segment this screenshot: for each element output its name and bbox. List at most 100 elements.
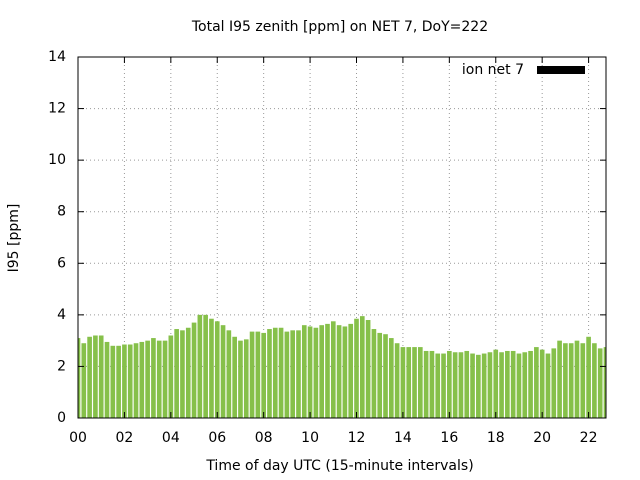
- y-tick-label: 12: [48, 101, 66, 117]
- bar: [185, 327, 191, 418]
- bar: [510, 350, 516, 418]
- bar: [249, 331, 255, 418]
- bar: [441, 353, 446, 418]
- bar: [435, 353, 441, 418]
- chart-title: Total I95 zenith [ppm] on NET 7, DoY=222: [191, 19, 488, 35]
- bar: [499, 352, 504, 418]
- bar: [133, 343, 139, 418]
- bar: [139, 341, 145, 418]
- bar: [301, 325, 307, 418]
- bar: [545, 353, 551, 418]
- bar: [174, 329, 179, 418]
- bar: [162, 340, 168, 418]
- bar: [203, 314, 208, 418]
- bar: [574, 340, 580, 418]
- bar: [307, 326, 313, 418]
- bar: [122, 344, 127, 418]
- bar: [522, 352, 528, 418]
- bar: [418, 347, 423, 418]
- bar: [383, 334, 388, 418]
- y-axis-label: I95 [ppm]: [6, 204, 22, 273]
- x-tick-label: 20: [533, 430, 551, 446]
- bar: [243, 339, 249, 418]
- bar: [127, 344, 133, 418]
- x-tick-label: 14: [394, 430, 412, 446]
- bar: [423, 350, 429, 418]
- x-tick-label: 06: [208, 430, 226, 446]
- bar: [377, 332, 383, 418]
- bar: [568, 343, 574, 418]
- bar: [116, 345, 121, 418]
- bar: [226, 330, 232, 418]
- bar: [342, 326, 348, 418]
- bar: [528, 350, 533, 418]
- bar: [539, 349, 545, 418]
- bar: [284, 331, 290, 418]
- x-tick-label: 00: [69, 430, 87, 446]
- bar: [505, 350, 510, 418]
- bar: [325, 323, 330, 418]
- legend-label: ion net 7: [462, 62, 524, 78]
- bar: [156, 340, 162, 418]
- bar: [180, 330, 185, 418]
- bar: [313, 327, 319, 418]
- bar: [93, 335, 98, 418]
- bar: [447, 350, 452, 418]
- bar: [458, 352, 464, 418]
- bar: [110, 345, 116, 418]
- legend-swatch: [537, 66, 585, 74]
- bar: [394, 343, 400, 418]
- bar: [151, 338, 156, 418]
- bar: [168, 335, 174, 418]
- bar: [359, 316, 365, 418]
- y-tick-label: 6: [57, 255, 66, 271]
- bar: [400, 347, 406, 418]
- bar: [87, 336, 92, 418]
- bar: [534, 347, 539, 418]
- bar: [197, 314, 203, 418]
- x-tick-label: 04: [162, 430, 180, 446]
- bar: [296, 330, 301, 418]
- bar: [429, 350, 435, 418]
- y-tick-label: 14: [48, 49, 66, 65]
- x-tick-label: 10: [301, 430, 319, 446]
- x-tick-label: 16: [440, 430, 458, 446]
- bar: [220, 325, 226, 418]
- bar: [603, 347, 606, 418]
- y-tick-label: 2: [57, 358, 66, 374]
- bar: [272, 327, 278, 418]
- bar: [290, 330, 296, 418]
- bar: [481, 353, 487, 418]
- bar: [261, 332, 266, 418]
- bar: [145, 340, 150, 418]
- bar: [557, 340, 562, 418]
- bar: [98, 335, 104, 418]
- bar: [330, 321, 336, 418]
- bar: [81, 343, 87, 418]
- bar: [516, 353, 522, 418]
- bar: [597, 348, 603, 418]
- bar: [238, 340, 243, 418]
- x-tick-label: 18: [487, 430, 505, 446]
- x-tick-label: 22: [580, 430, 598, 446]
- bar: [209, 318, 214, 418]
- bar: [406, 347, 412, 418]
- x-tick-label: 02: [116, 430, 134, 446]
- x-axis-label: Time of day UTC (15-minute intervals): [205, 458, 473, 474]
- bar: [371, 329, 377, 418]
- bar: [354, 318, 359, 418]
- bar: [336, 325, 342, 418]
- bar: [388, 338, 394, 418]
- bar: [267, 329, 272, 418]
- bar: [348, 323, 354, 418]
- y-tick-label: 4: [57, 307, 66, 323]
- bar: [476, 354, 481, 418]
- bar: [580, 343, 586, 418]
- x-tick-label: 08: [255, 430, 273, 446]
- bar: [563, 343, 568, 418]
- y-tick-label: 10: [48, 152, 66, 168]
- bar: [464, 350, 470, 418]
- bar: [412, 347, 417, 418]
- bars: [78, 314, 606, 418]
